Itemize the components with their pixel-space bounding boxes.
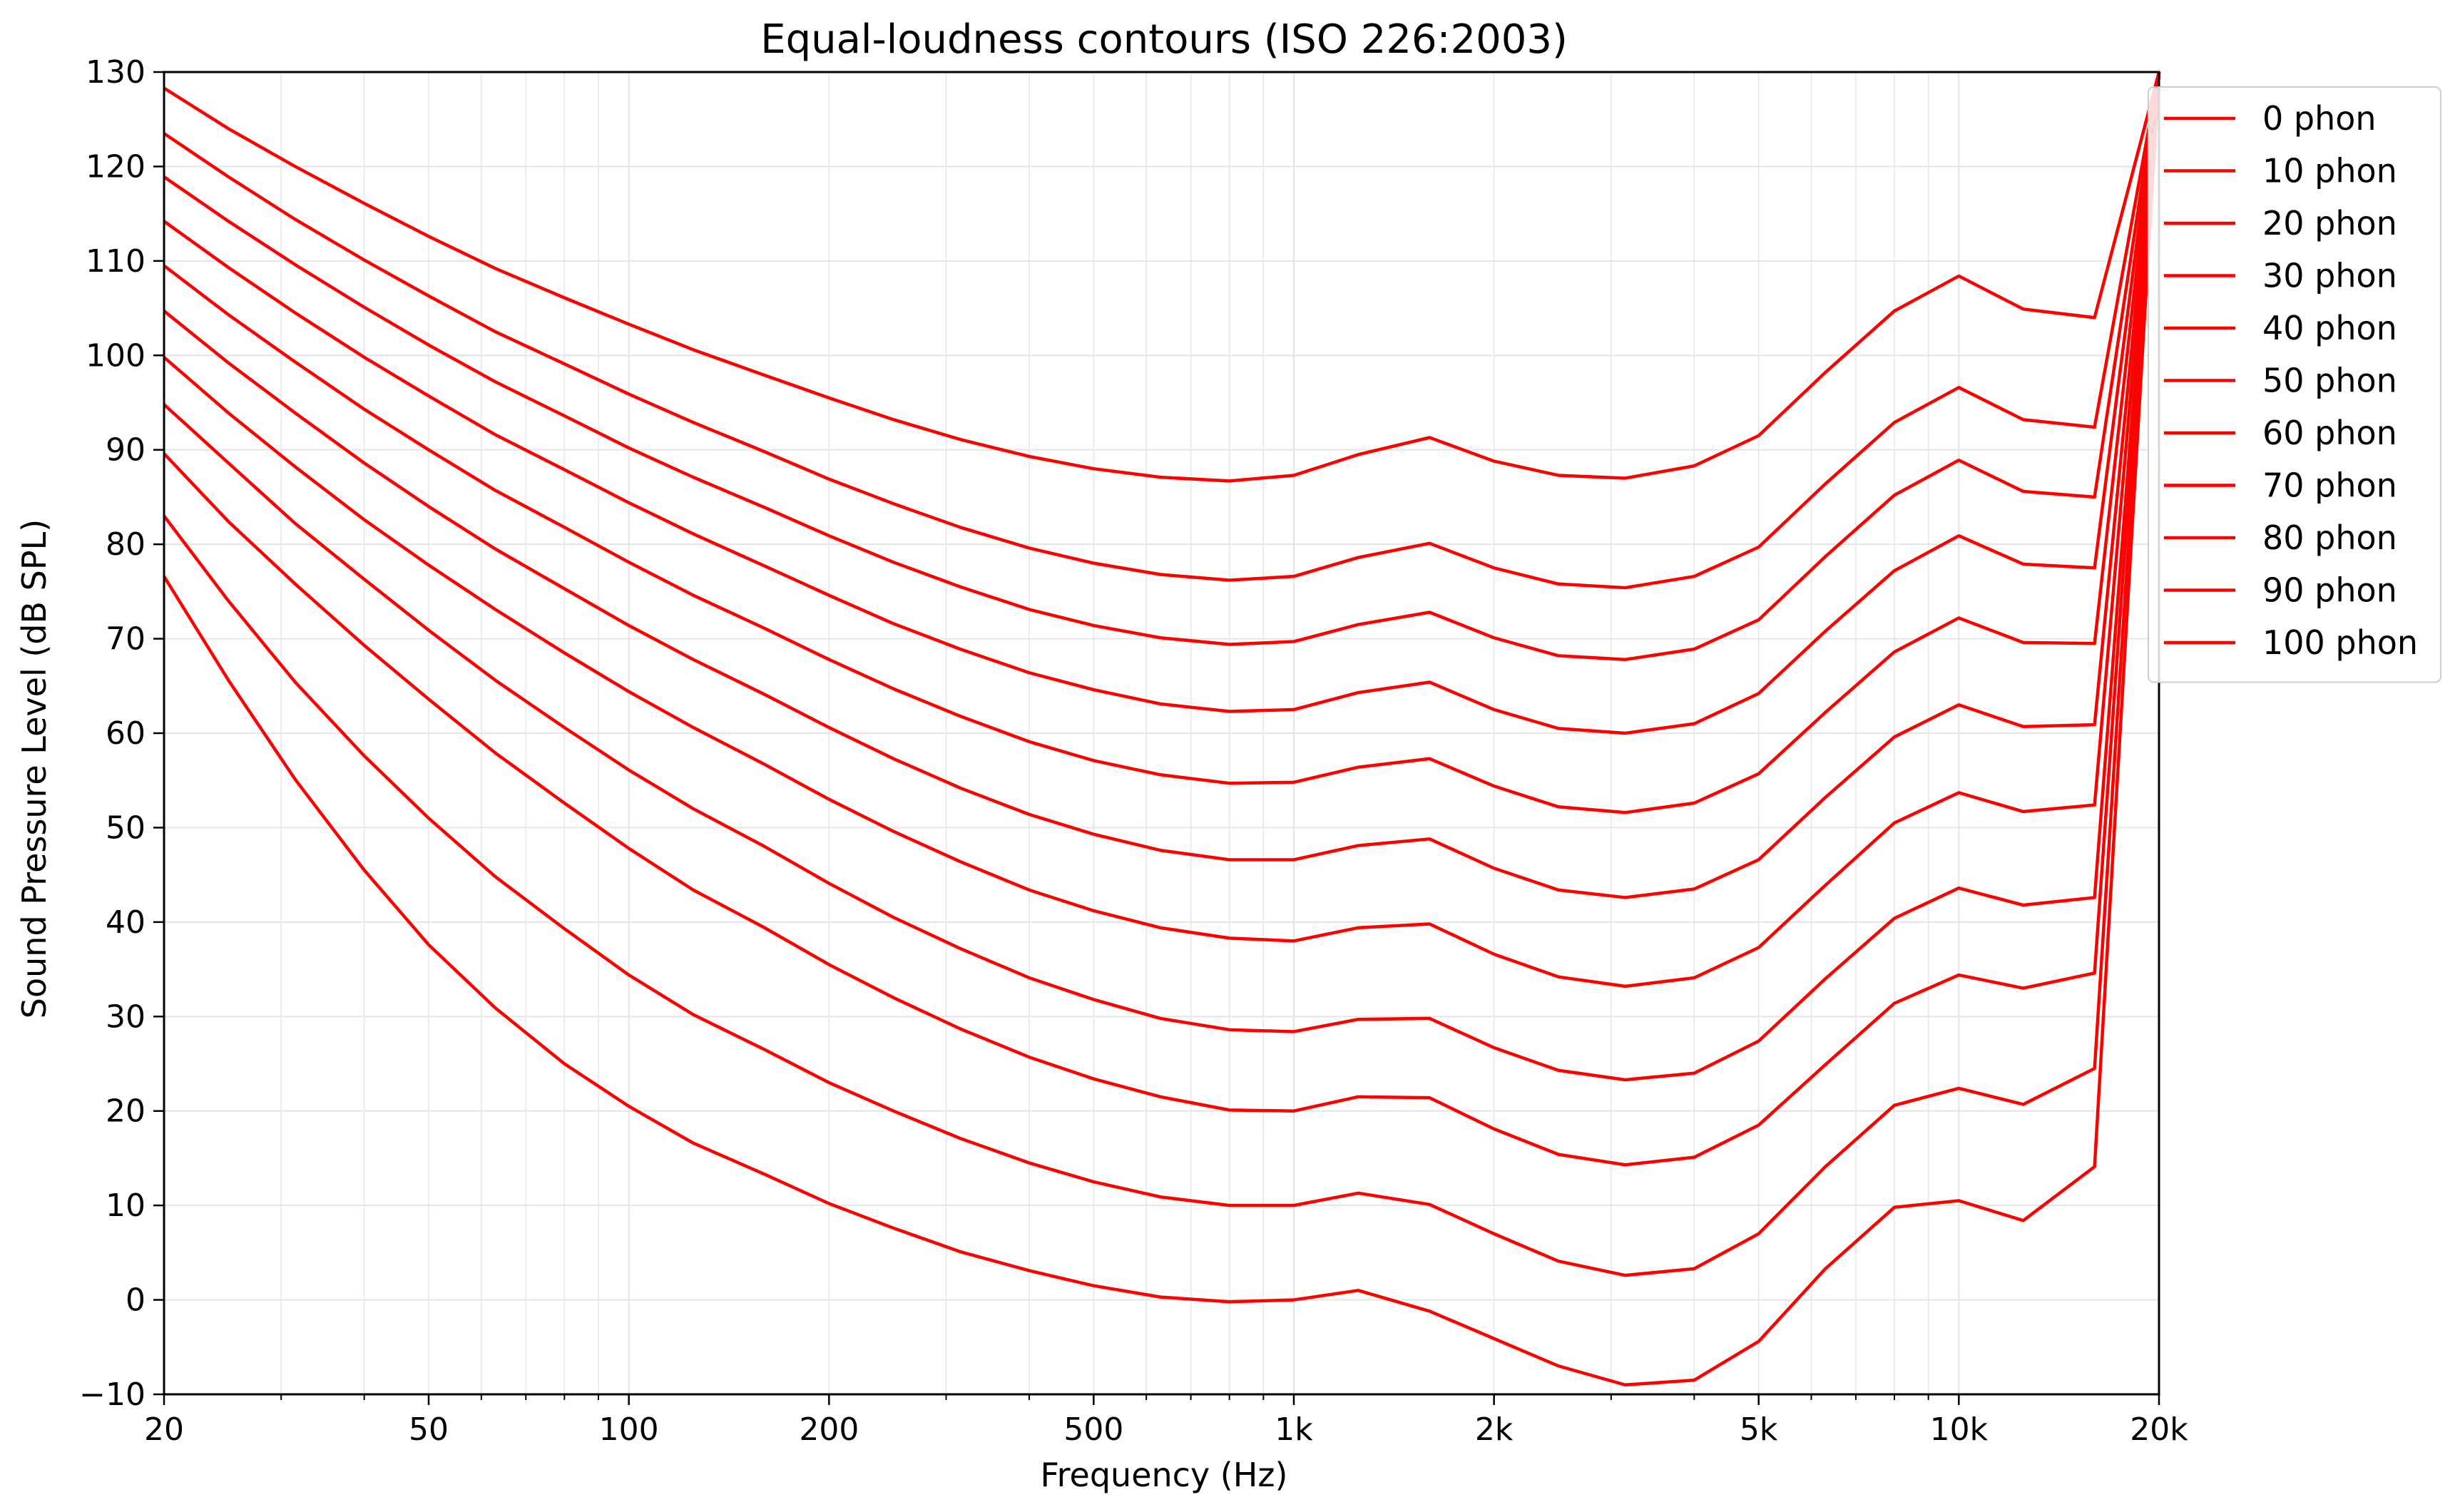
legend-label: 20 phon: [2262, 204, 2397, 242]
x-tick-label: 20: [144, 1411, 184, 1448]
series-line-8: [163, 71, 2161, 661]
x-tick-label: 5k: [1740, 1411, 1778, 1448]
y-tick-label: 20: [106, 1093, 146, 1130]
legend-label: 10 phon: [2262, 152, 2397, 190]
y-tick-label: 60: [106, 715, 146, 752]
x-tick-label: 2k: [1475, 1411, 1514, 1448]
x-tick-label: 20k: [2130, 1411, 2188, 1448]
legend-label: 60 phon: [2262, 414, 2397, 452]
x-axis-label: Frequency (Hz): [1041, 1456, 1288, 1494]
legend-label: 70 phon: [2262, 466, 2397, 505]
x-tick-label: 10k: [1930, 1411, 1989, 1448]
legend: 0 phon 10 phon 20 phon 30 phon 40 phon 50 pho…: [2148, 86, 2441, 683]
series-line-7: [163, 71, 2161, 735]
y-tick-label: 40: [106, 904, 146, 941]
y-tick-label: 80: [106, 526, 146, 563]
series-line-6: [163, 71, 2161, 814]
x-tick-label: 500: [1063, 1411, 1123, 1448]
y-tick-label: 30: [106, 998, 146, 1035]
legend-box: [2148, 86, 2441, 683]
y-tick-label: 90: [106, 432, 146, 469]
series-line-3: [163, 71, 2161, 1082]
legend-label: 80 phon: [2262, 519, 2397, 557]
legend-label: 50 phon: [2262, 362, 2397, 400]
y-tick-label: 100: [86, 337, 146, 374]
legend-label: 40 phon: [2262, 309, 2397, 347]
y-tick-label: 70: [106, 621, 146, 658]
y-tick-label: 10: [106, 1187, 146, 1224]
x-tick-label: 50: [409, 1411, 449, 1448]
legend-label: 30 phon: [2262, 257, 2397, 295]
y-tick-label: 130: [86, 54, 146, 91]
y-tick-label: −10: [79, 1376, 146, 1413]
axis-ticks: 20 50 100 200 500 1k 2k 5k 10k 20k −10 0 10 20 30 40 50 6…: [79, 54, 2188, 1448]
series-lines: [163, 71, 2161, 1387]
series-line-0: [163, 71, 2161, 1387]
y-tick-label: 50: [106, 809, 146, 846]
x-tick-label: 100: [599, 1411, 659, 1448]
series-line-10: [163, 71, 2161, 483]
legend-label: 100 phon: [2262, 623, 2418, 662]
series-line-9: [163, 71, 2161, 590]
y-tick-label: 110: [86, 243, 146, 280]
y-tick-label: 0: [126, 1282, 146, 1319]
chart-title: Equal-loudness contours (ISO 226:2003): [760, 16, 1568, 63]
series-line-4: [163, 71, 2161, 989]
series-line-5: [163, 71, 2161, 899]
x-tick-label: 1k: [1275, 1411, 1313, 1448]
legend-label: 90 phon: [2262, 571, 2397, 610]
series-line-2: [163, 71, 2161, 1167]
y-tick-label: 120: [86, 148, 146, 185]
legend-label: 0 phon: [2262, 99, 2377, 138]
y-axis-label: Sound Pressure Level (dB SPL): [15, 519, 53, 1018]
x-tick-label: 200: [799, 1411, 859, 1448]
series-line-1: [163, 71, 2161, 1277]
